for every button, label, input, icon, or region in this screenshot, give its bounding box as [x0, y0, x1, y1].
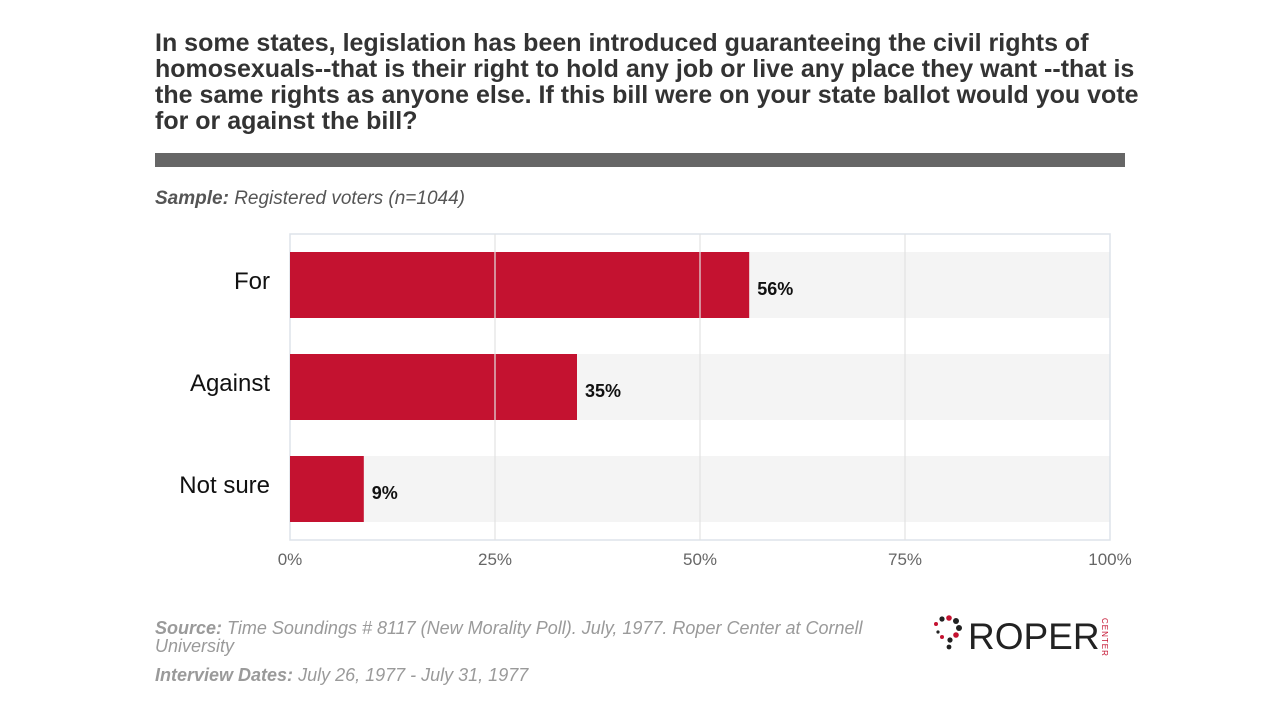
value-label: 56% [757, 279, 793, 299]
x-tick-label: 25% [478, 550, 512, 569]
roper-logo-mark [934, 615, 962, 650]
sample-label: Sample: [155, 188, 229, 209]
bar-chart: For Against Not sure 56% 35% 9% 0% 25% 50% 75% 100… [179, 233, 1132, 569]
roper-logo: ROPER CENTER [934, 615, 1109, 656]
value-label: 35% [585, 381, 621, 401]
category-label: For [234, 268, 270, 295]
source-text: Time Soundings # 8117 (New Morality Poll… [155, 618, 863, 656]
category-label: Not sure [179, 472, 270, 499]
interview-dates: Interview Dates: July 26, 1977 - July 31… [155, 666, 875, 684]
roper-logo-text: ROPER [968, 616, 1100, 656]
source-label: Source: [155, 618, 223, 638]
title-divider [155, 153, 1125, 167]
sample-line: Sample: Registered voters (n=1044) [155, 188, 465, 210]
dates-text: July 26, 1977 - July 31, 1977 [298, 665, 529, 685]
roper-logo-subtext: CENTER [1100, 618, 1109, 656]
x-tick-label: 75% [888, 550, 922, 569]
question-title: In some states, legislation has been int… [155, 29, 1139, 135]
x-tick-label: 50% [683, 550, 717, 569]
x-tick-label: 100% [1088, 550, 1131, 569]
dates-label: Interview Dates: [155, 665, 294, 685]
source-note: Source: Time Soundings # 8117 (New Moral… [155, 619, 875, 655]
sample-text: Registered voters (n=1044) [234, 188, 465, 209]
bar [290, 252, 750, 318]
value-label: 9% [372, 483, 398, 503]
bar [290, 456, 364, 522]
x-tick-label: 0% [278, 550, 303, 569]
category-label: Against [190, 370, 270, 397]
bar [290, 354, 577, 420]
